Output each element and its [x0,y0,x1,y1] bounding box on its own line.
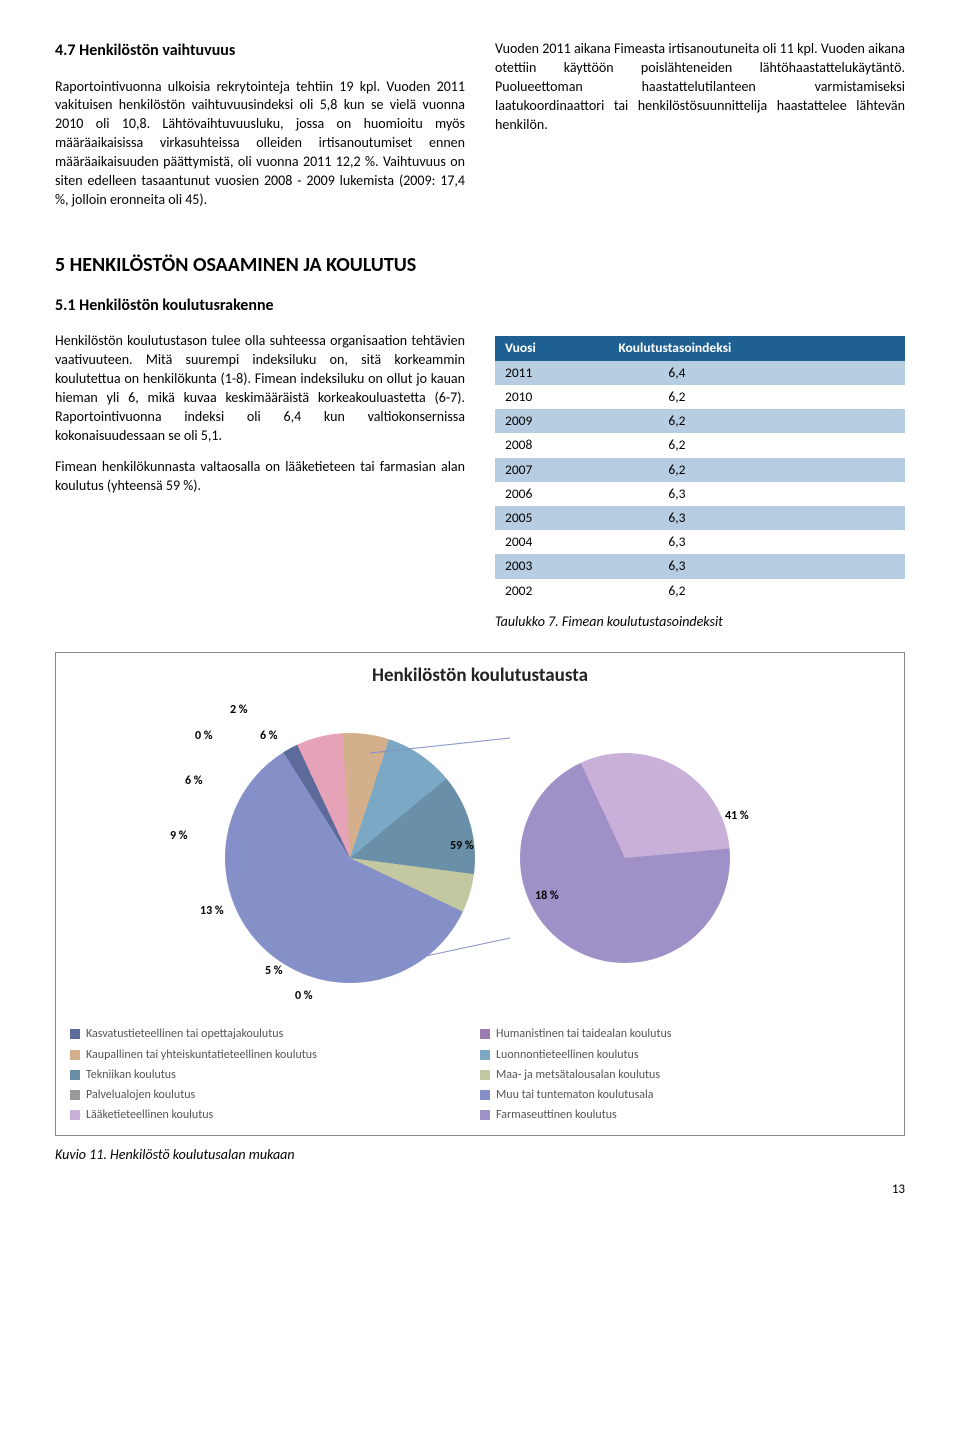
legend-label: Farmaseuttinen koulutus [496,1107,617,1123]
section-5-1: Henkilöstön koulutustason tulee olla suh… [55,332,905,631]
table-row: 20086,2 [495,433,905,457]
figure-caption: Kuvio 11. Henkilöstö koulutusalan mukaan [55,1146,905,1165]
section-4-7: 4.7 Henkilöstön vaihtuvuus Raportointivu… [55,40,905,222]
table-row: 20096,2 [495,409,905,433]
table-caption: Taulukko 7. Fimean koulutustasoindeksit [495,613,905,632]
table-row: 20106,2 [495,385,905,409]
legend-swatch [480,1050,490,1060]
slice-label: 59 % [450,838,474,854]
pie2-container: 18 % 41 % [510,728,770,988]
legend-swatch [70,1090,80,1100]
legend-item: Lääketieteellinen koulutus [70,1107,480,1123]
slice-label: 2 % [230,702,248,718]
legend-item: Farmaseuttinen koulutus [480,1107,890,1123]
table-row: 20036,3 [495,554,905,578]
index-table: VuosiKoulutustasoindeksi 20116,420106,22… [495,336,905,602]
table-row: 20026,2 [495,579,905,603]
table-row: 20116,4 [495,361,905,385]
slice-label: 0 % [295,988,313,1004]
table-cell: 6,2 [608,458,905,482]
legend-label: Muu tai tuntematon koulutusala [496,1087,654,1103]
col-right-5-1: VuosiKoulutustasoindeksi 20116,420106,22… [495,332,905,631]
legend-label: Lääketieteellinen koulutus [86,1107,213,1123]
chart-box: Henkilöstön koulutustausta 2 % 0 % 6 % 6 % 9… [55,652,905,1137]
index-table-header: Vuosi [495,336,608,360]
index-table-wrap: VuosiKoulutustasoindeksi 20116,420106,22… [495,336,905,631]
table-cell: 2003 [495,554,608,578]
table-cell: 2009 [495,409,608,433]
table-cell: 2005 [495,506,608,530]
slice-label: 13 % [200,903,224,919]
legend-item: Maa- ja metsätalousalan koulutus [480,1067,890,1083]
table-cell: 6,2 [608,433,905,457]
col-left-5-1: Henkilöstön koulutustason tulee olla suh… [55,332,465,631]
legend-swatch [70,1070,80,1080]
slice-label: 0 % [195,728,213,744]
table-cell: 6,3 [608,506,905,530]
heading-5-1: 5.1 Henkilöstön koulutusrakenne [55,295,905,317]
heading-5: 5 HENKILÖSTÖN OSAAMINEN JA KOULUTUS [55,252,905,279]
slice-label: 6 % [260,728,278,744]
table-cell: 2004 [495,530,608,554]
para-4-7-left: Raportointivuonna ulkoisia rekrytointeja… [55,78,465,210]
table-cell: 2006 [495,482,608,506]
table-cell: 6,2 [608,409,905,433]
slice-label: 5 % [265,963,283,979]
table-cell: 2008 [495,433,608,457]
legend-swatch [480,1070,490,1080]
index-table-header: Koulutustasoindeksi [608,336,905,360]
legend-item: Luonnontieteellinen koulutus [480,1047,890,1063]
table-cell: 6,4 [608,361,905,385]
table-cell: 6,3 [608,530,905,554]
table-row: 20046,3 [495,530,905,554]
para-4-7-right: Vuoden 2011 aikana Fimeasta irtisanoutun… [495,40,905,134]
para-5-1-a: Henkilöstön koulutustason tulee olla suh… [55,332,465,445]
legend: Kasvatustieteellinen tai opettajakoulutu… [70,1026,890,1123]
table-cell: 6,2 [608,579,905,603]
table-cell: 2007 [495,458,608,482]
table-cell: 6,3 [608,554,905,578]
legend-item: Kaupallinen tai yhteiskuntatieteellinen … [70,1047,480,1063]
pies-row: 2 % 0 % 6 % 6 % 9 % 13 % 5 % 0 % 59 % 18 % 41 % [70,698,890,1018]
legend-item: Humanistinen tai taidealan koulutus [480,1026,890,1042]
slice-label: 6 % [185,773,203,789]
legend-swatch [70,1029,80,1039]
legend-label: Maa- ja metsätalousalan koulutus [496,1067,660,1083]
table-row: 20076,2 [495,458,905,482]
table-row: 20066,3 [495,482,905,506]
table-cell: 2011 [495,361,608,385]
legend-label: Luonnontieteellinen koulutus [496,1047,639,1063]
slice-label: 41 % [725,808,749,824]
pie1 [225,733,475,983]
legend-label: Kaupallinen tai yhteiskuntatieteellinen … [86,1047,317,1063]
slice-label: 9 % [170,828,188,844]
table-row: 20056,3 [495,506,905,530]
legend-swatch [70,1110,80,1120]
legend-swatch [70,1050,80,1060]
heading-4-7: 4.7 Henkilöstön vaihtuvuus [55,40,465,62]
table-cell: 2010 [495,385,608,409]
table-cell: 6,3 [608,482,905,506]
para-5-1-b: Fimean henkilökunnasta valtaosalla on lä… [55,458,465,496]
col-right: Vuoden 2011 aikana Fimeasta irtisanoutun… [495,40,905,222]
page-number: 13 [55,1181,905,1199]
legend-swatch [480,1090,490,1100]
legend-item: Muu tai tuntematon koulutusala [480,1087,890,1103]
table-cell: 6,2 [608,385,905,409]
legend-item: Kasvatustieteellinen tai opettajakoulutu… [70,1026,480,1042]
slice-label: 18 % [535,888,559,904]
pie2 [520,753,730,963]
table-cell: 2002 [495,579,608,603]
legend-label: Palvelualojen koulutus [86,1087,195,1103]
legend-item: Tekniikan koulutus [70,1067,480,1083]
legend-swatch [480,1110,490,1120]
col-left: 4.7 Henkilöstön vaihtuvuus Raportointivu… [55,40,465,222]
legend-swatch [480,1029,490,1039]
legend-item: Palvelualojen koulutus [70,1087,480,1103]
chart-title: Henkilöstön koulutustausta [70,663,890,689]
legend-label: Humanistinen tai taidealan koulutus [496,1026,671,1042]
pie1-container: 2 %0 %6 %6 %9 %13 %5 %0 %59 % [190,708,500,1008]
legend-label: Tekniikan koulutus [86,1067,176,1083]
legend-label: Kasvatustieteellinen tai opettajakoulutu… [86,1026,283,1042]
